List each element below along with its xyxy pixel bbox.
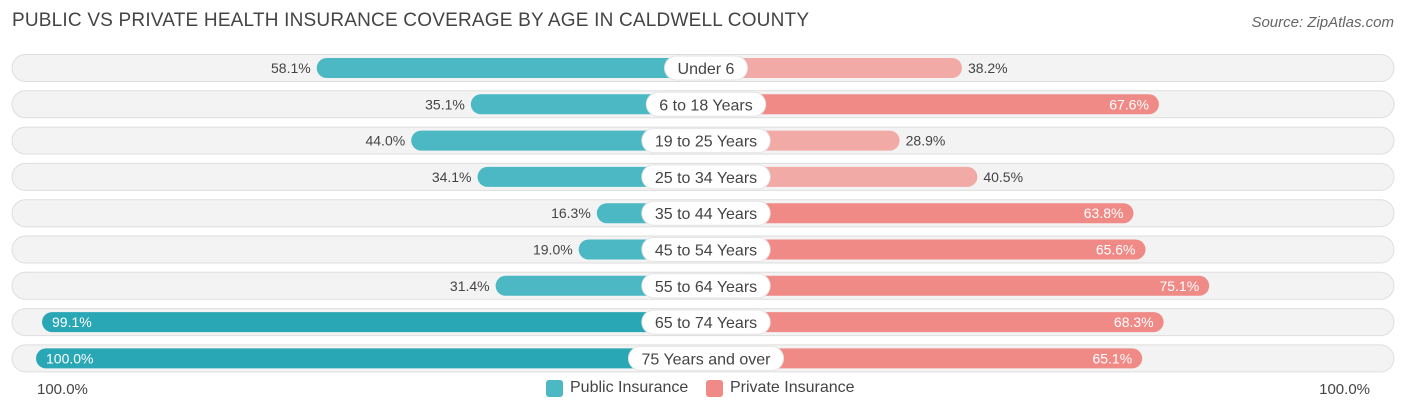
category-label: 75 Years and over: [642, 351, 772, 368]
value-label-public: 99.1%: [52, 314, 92, 330]
value-label-private: 67.6%: [1109, 96, 1149, 112]
value-label-private: 65.6%: [1096, 242, 1136, 258]
category-label: 25 to 34 Years: [655, 170, 757, 187]
bar-private: [706, 275, 1210, 296]
value-label-public: 34.1%: [432, 169, 472, 185]
category-pill: [641, 128, 771, 154]
category-pill: [645, 91, 767, 117]
category-label: 35 to 44 Years: [655, 206, 757, 223]
value-label-private: 38.2%: [968, 60, 1008, 76]
legend-swatch-public: [546, 379, 563, 397]
bar-public: [36, 348, 706, 369]
value-label-public: 100.0%: [46, 350, 93, 366]
bar-public: [316, 58, 706, 78]
bar-private: [706, 166, 978, 187]
axis-left-label: 100.0%: [37, 381, 88, 398]
legend-label-public: Public Insurance: [570, 379, 689, 396]
category-pill: [641, 273, 771, 299]
value-label-public: 19.0%: [533, 242, 573, 258]
bar-private: [706, 348, 1143, 369]
legend-swatch-private: [706, 379, 723, 397]
value-label-private: 28.9%: [906, 133, 946, 149]
chart-title: PUBLIC VS PRIVATE HEALTH INSURANCE COVER…: [12, 10, 810, 31]
chart-area: 58.1% 38.2% Under 6 35.1% 67.6% 6 to 18 Years…: [11, 54, 1395, 373]
bar-private: [706, 203, 1134, 224]
bar-private: [706, 312, 1164, 333]
value-label-private: 63.8%: [1084, 205, 1124, 221]
value-label-private: 75.1%: [1159, 278, 1199, 294]
legend: Public Insurance Private Insurance: [0, 379, 1406, 401]
source-label: Source: ZipAtlas.com: [1251, 14, 1394, 31]
axis-right-label: 100.0%: [1319, 381, 1370, 398]
category-pill: [641, 309, 771, 335]
category-pill: [664, 55, 748, 81]
bar-private: [706, 58, 962, 78]
category-label: 6 to 18 Years: [659, 97, 752, 114]
category-label: 19 to 25 Years: [655, 134, 757, 151]
category-pill: [641, 237, 771, 262]
legend-item-public: Public Insurance: [546, 379, 688, 397]
value-label-public: 58.1%: [271, 60, 311, 76]
value-label-public: 31.4%: [450, 278, 490, 294]
value-label-private: 68.3%: [1114, 314, 1154, 330]
bar-private: [706, 94, 1159, 115]
legend-label-private: Private Insurance: [730, 379, 855, 396]
value-label-public: 16.3%: [551, 205, 591, 221]
value-label-public: 44.0%: [365, 133, 405, 149]
bar-public: [42, 312, 706, 333]
bar-public: [411, 130, 706, 151]
value-label-private: 40.5%: [983, 169, 1023, 185]
category-label: Under 6: [678, 61, 735, 78]
category-label: 45 to 54 Years: [655, 243, 757, 260]
bar-private: [706, 239, 1146, 260]
value-label-private: 65.1%: [1092, 350, 1132, 366]
category-pill: [641, 164, 771, 190]
category-pill: [641, 200, 771, 226]
category-label: 55 to 64 Years: [655, 279, 757, 296]
value-label-public: 35.1%: [425, 96, 465, 112]
category-label: 65 to 74 Years: [655, 315, 757, 332]
category-pill: [628, 345, 784, 371]
legend-item-private: Private Insurance: [706, 379, 855, 397]
